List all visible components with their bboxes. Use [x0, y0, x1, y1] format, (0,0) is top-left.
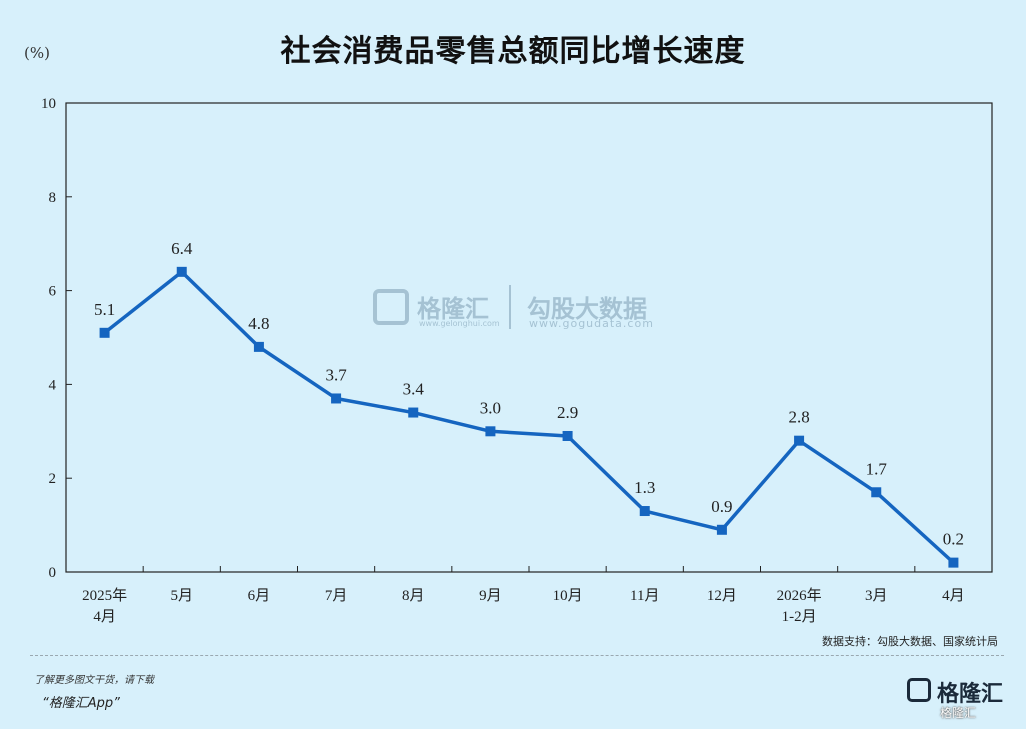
- x-tick-label: 8月: [402, 588, 425, 604]
- gelonghui-logo-icon: [373, 289, 409, 325]
- data-point-marker: [948, 557, 959, 568]
- footer-divider: [30, 655, 1004, 656]
- x-tick-label: 2025年: [82, 587, 127, 604]
- data-label: 2.8: [788, 408, 809, 427]
- watermark-left-brand: 格隆汇: [417, 295, 489, 323]
- data-point-marker: [176, 266, 187, 277]
- watermark: 格隆汇 www.gelonghui.com 勾股大数据 www.gogudata…: [373, 283, 663, 333]
- data-point-marker: [485, 426, 496, 437]
- data-label: 0.2: [943, 530, 964, 549]
- x-tick-label: 3月: [865, 588, 888, 604]
- logo-small-watermark: 格隆汇: [940, 706, 977, 720]
- data-point-marker: [331, 393, 342, 404]
- data-point-marker: [639, 506, 650, 517]
- y-tick-label: 10: [41, 96, 56, 112]
- x-tick-label: 4月: [93, 609, 116, 625]
- series-line: [103, 270, 955, 564]
- data-point-marker: [871, 487, 882, 498]
- y-axis-unit: (%): [24, 44, 50, 62]
- y-axis: 0 2 4 6 8 10: [41, 96, 72, 581]
- chart-title: 社会消费品零售总额同比增长速度: [280, 34, 746, 69]
- data-label: 1.3: [634, 478, 655, 497]
- watermark-right-url: www.gogudata.com: [529, 317, 654, 330]
- app-name: “格隆汇App”: [42, 696, 120, 711]
- brand-logo: 格隆汇: [907, 676, 1017, 707]
- data-label: 3.4: [403, 380, 425, 399]
- data-labels: 5.1 6.4 4.8 3.7 3.4 3.0 2.9 1.3 0.9 2.8 1.7 0.2: [94, 239, 964, 549]
- data-label: 2.9: [557, 403, 578, 422]
- data-source-note: 数据支持：勾股大数据、国家统计局: [822, 635, 998, 648]
- data-label: 3.0: [480, 398, 501, 417]
- watermark-separator: [509, 285, 511, 329]
- data-point-marker: [562, 430, 573, 441]
- x-tick-label: 7月: [325, 588, 348, 604]
- logo-g-icon: [907, 678, 931, 702]
- y-tick-label: 8: [49, 190, 57, 206]
- watermark-right-brand: 勾股大数据: [527, 295, 647, 323]
- plot-frame: [65, 102, 993, 573]
- x-tick-label: 1-2月: [782, 609, 817, 625]
- data-label: 1.7: [866, 459, 888, 478]
- x-tick-label: 5月: [170, 588, 193, 604]
- series-markers: [99, 266, 959, 568]
- y-tick-label: 4: [49, 377, 57, 393]
- x-tick-label: 6月: [248, 588, 271, 604]
- data-point-marker: [716, 524, 727, 535]
- y-tick-label: 0: [49, 565, 57, 581]
- data-label: 4.8: [248, 314, 269, 333]
- data-point-marker: [794, 435, 805, 446]
- data-label: 5.1: [94, 300, 115, 319]
- x-tick-label: 11月: [630, 588, 659, 604]
- x-tick-label: 4月: [942, 588, 965, 604]
- download-note: 了解更多图文干货，请下载: [34, 675, 154, 686]
- x-tick-label: 10月: [553, 588, 583, 604]
- x-tick-label: 9月: [479, 588, 502, 604]
- y-tick-label: 6: [49, 284, 57, 300]
- data-label: 6.4: [171, 239, 193, 258]
- data-point-marker: [408, 407, 419, 418]
- x-axis: 2025年 4月 5月 6月 7月 8月 9月 10月 11月 12月 2026年 1-2月 3月 4月: [82, 566, 965, 625]
- data-label: 0.9: [711, 497, 732, 516]
- x-tick-label: 2026年: [777, 587, 822, 604]
- y-tick-label: 2: [49, 471, 57, 487]
- data-point-marker: [253, 341, 264, 352]
- data-point-marker: [99, 327, 110, 338]
- data-label: 3.7: [325, 365, 347, 384]
- logo-text: 格隆汇: [937, 682, 1004, 707]
- watermark-left-url: www.gelonghui.com: [419, 319, 500, 328]
- x-tick-label: 12月: [707, 588, 737, 604]
